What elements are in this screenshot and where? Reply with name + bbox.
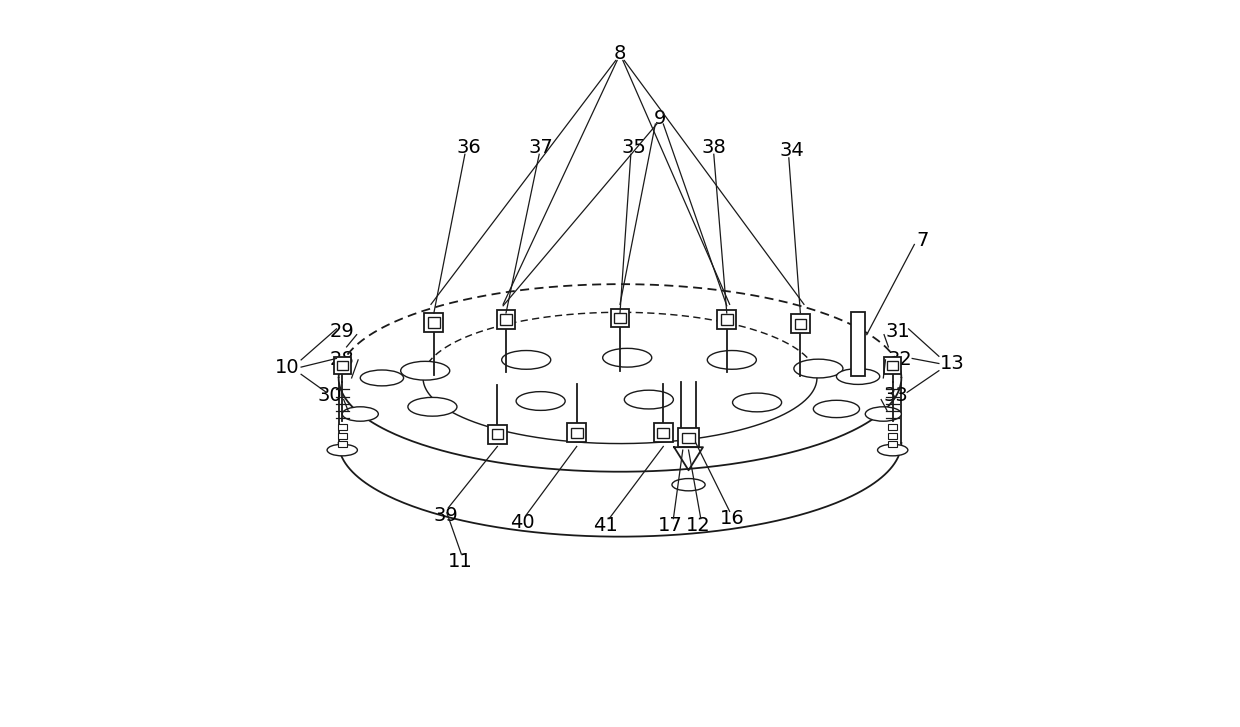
Text: 37: 37 <box>528 137 553 156</box>
Bar <box>888 424 897 430</box>
Text: 39: 39 <box>433 505 458 524</box>
Bar <box>795 318 806 329</box>
Ellipse shape <box>672 478 706 491</box>
Ellipse shape <box>837 369 879 385</box>
Bar <box>500 314 512 325</box>
Bar <box>334 357 351 374</box>
Text: 33: 33 <box>883 387 908 406</box>
Ellipse shape <box>866 407 901 421</box>
Bar <box>428 317 440 328</box>
Text: 16: 16 <box>719 509 744 528</box>
Bar <box>337 361 347 371</box>
Bar <box>610 309 630 327</box>
Text: 31: 31 <box>885 321 910 340</box>
Text: 29: 29 <box>330 321 355 340</box>
Bar <box>614 313 626 324</box>
Text: 28: 28 <box>330 350 355 369</box>
Text: 7: 7 <box>916 231 929 250</box>
Text: 41: 41 <box>593 516 618 535</box>
Text: 38: 38 <box>702 137 727 156</box>
Text: 12: 12 <box>686 516 711 535</box>
Text: 32: 32 <box>888 350 913 369</box>
Bar <box>491 429 503 439</box>
Text: 40: 40 <box>510 513 534 531</box>
Ellipse shape <box>342 407 378 421</box>
Ellipse shape <box>707 350 756 369</box>
Bar <box>718 310 737 329</box>
Bar <box>888 433 897 438</box>
Bar <box>888 361 898 371</box>
Bar <box>424 313 443 332</box>
Bar <box>888 441 897 447</box>
Ellipse shape <box>813 401 859 417</box>
Ellipse shape <box>339 284 901 472</box>
Bar <box>720 314 733 325</box>
Bar <box>678 428 698 447</box>
Bar <box>489 425 507 443</box>
Bar <box>570 427 583 438</box>
Ellipse shape <box>516 392 565 411</box>
Text: 11: 11 <box>448 553 472 571</box>
Text: 17: 17 <box>658 516 683 535</box>
Text: 10: 10 <box>274 358 299 377</box>
Bar <box>497 310 516 329</box>
Bar <box>682 433 694 443</box>
Text: 13: 13 <box>940 354 965 373</box>
Polygon shape <box>339 378 901 537</box>
Bar <box>568 423 587 442</box>
Ellipse shape <box>794 359 843 378</box>
Bar <box>339 424 346 430</box>
Text: 35: 35 <box>622 137 647 156</box>
Ellipse shape <box>733 393 781 411</box>
Bar <box>791 315 810 333</box>
Text: 36: 36 <box>456 137 481 156</box>
Ellipse shape <box>327 444 357 456</box>
Bar <box>653 423 672 442</box>
Bar <box>851 312 866 377</box>
Bar <box>339 433 346 438</box>
Ellipse shape <box>401 361 450 380</box>
Bar <box>657 427 670 438</box>
Bar <box>339 441 346 447</box>
Ellipse shape <box>624 390 673 409</box>
Bar <box>884 357 901 374</box>
Ellipse shape <box>502 350 551 369</box>
Text: 9: 9 <box>653 109 666 128</box>
Text: 8: 8 <box>614 44 626 63</box>
Ellipse shape <box>603 348 652 367</box>
Ellipse shape <box>878 444 908 456</box>
Ellipse shape <box>408 398 458 416</box>
Text: 34: 34 <box>779 141 804 160</box>
Text: 30: 30 <box>317 387 342 406</box>
Ellipse shape <box>361 370 403 386</box>
